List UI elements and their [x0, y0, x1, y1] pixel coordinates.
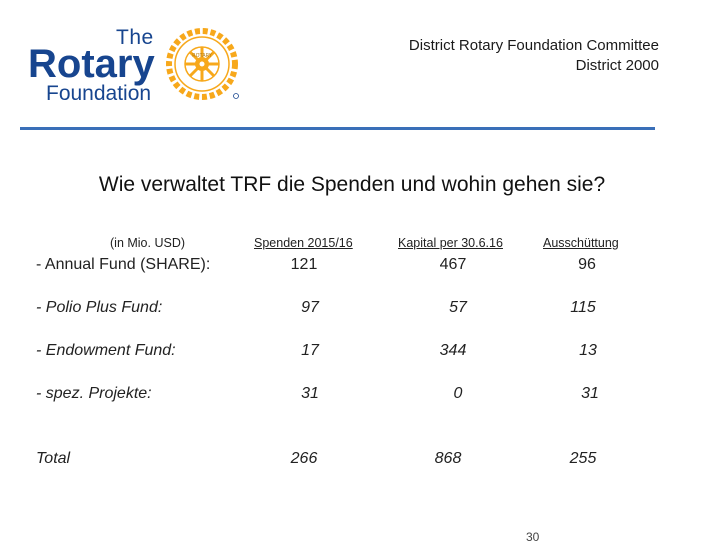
table-cell: 57: [449, 299, 467, 316]
row-label-endowment: - Endowment Fund:: [36, 342, 176, 359]
table-cell: 17: [301, 342, 319, 359]
table-cell: 467: [439, 256, 467, 273]
district-name: District 2000: [575, 57, 659, 74]
col-header-ausschuettung: Ausschüttung: [543, 236, 619, 250]
logo-the: The: [116, 26, 154, 49]
slide-number: 30: [526, 530, 540, 544]
logo-foundation: Foundation: [46, 82, 152, 105]
col-header-kapital: Kapital per 30.6.16: [398, 236, 503, 250]
committee-header: District Rotary Foundation Committee Dis…: [409, 36, 659, 76]
rotary-foundation-logo: The Rotary Foundation ROTARY: [28, 26, 239, 106]
table-cell: 97: [301, 299, 319, 316]
rotary-wheel-icon: ROTARY: [166, 28, 239, 100]
committee-name: District Rotary Foundation Committee: [408, 37, 659, 54]
table-cell: 96: [578, 256, 596, 273]
unit-label: (in Mio. USD): [110, 236, 186, 250]
header-divider: [20, 127, 655, 130]
row-label-special-projects: - spez. Projekte:: [36, 385, 152, 402]
table-cell: 344: [439, 342, 467, 359]
table-cell: 266: [290, 450, 318, 467]
table-cell: 13: [579, 342, 597, 359]
logo-rotary: Rotary: [28, 42, 155, 86]
table-cell: 31: [301, 385, 319, 402]
table-cell: 121: [290, 256, 318, 273]
row-label-total: Total: [36, 450, 71, 467]
table-cell: 115: [570, 299, 596, 316]
table-cell: 0: [453, 385, 463, 402]
row-label-annual-fund: - Annual Fund (SHARE):: [36, 256, 211, 273]
table-cell: 868: [434, 450, 462, 467]
col-header-spenden: Spenden 2015/16: [254, 236, 353, 250]
slide-title: Wie verwaltet TRF die Spenden und wohin …: [98, 173, 606, 196]
row-label-polio-plus: - Polio Plus Fund:: [36, 299, 163, 316]
table-cell: 31: [581, 385, 599, 402]
table-cell: 255: [569, 450, 597, 467]
svg-text:ROTARY: ROTARY: [192, 53, 213, 59]
